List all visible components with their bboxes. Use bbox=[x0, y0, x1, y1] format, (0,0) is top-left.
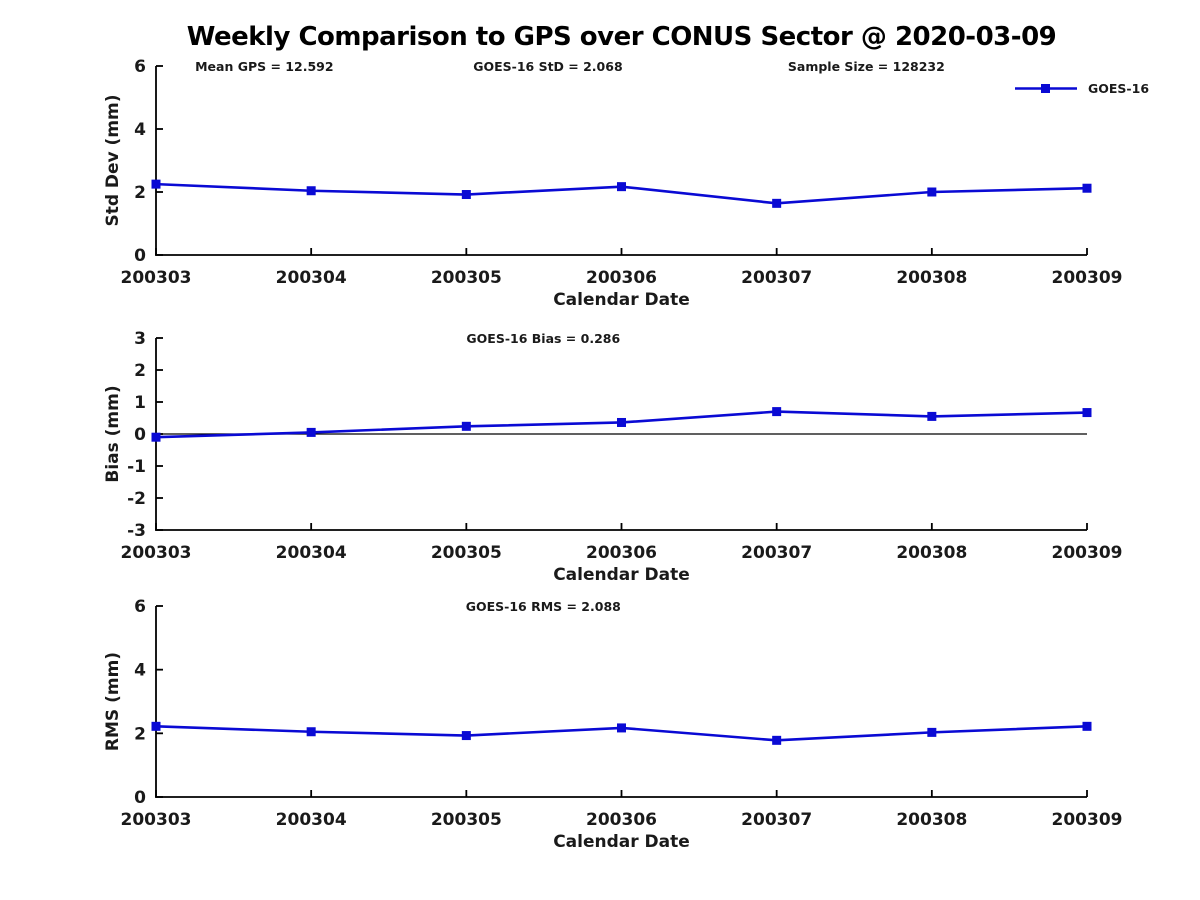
std-dev-subplot-data-marker bbox=[461, 190, 471, 200]
rms-subplot-x-tick-label: 200306 bbox=[586, 810, 657, 830]
rms-subplot-x-tick-label: 200309 bbox=[1052, 810, 1123, 830]
std-dev-subplot-data-marker bbox=[306, 186, 316, 196]
rms-subplot-x-tick-label: 200307 bbox=[741, 810, 812, 830]
rms-subplot-x-label: Calendar Date bbox=[553, 832, 690, 852]
std-dev-subplot-x-tick-label: 200307 bbox=[741, 268, 812, 288]
std-dev-subplot-y-tick-label: 2 bbox=[134, 183, 146, 203]
rms-subplot-y-label: RMS (mm) bbox=[103, 652, 123, 751]
std-dev-subplot-y-label: Std Dev (mm) bbox=[103, 94, 123, 226]
rms-subplot-x-tick-label: 200308 bbox=[896, 810, 967, 830]
bias-subplot-x-tick-label: 200304 bbox=[276, 543, 347, 563]
std-dev-subplot-x-tick-label: 200304 bbox=[276, 268, 347, 288]
rms-subplot-y-tick-label: 0 bbox=[134, 788, 146, 808]
std-dev-subplot-annotation: Mean GPS = 12.592 bbox=[195, 59, 333, 74]
chart-title: Weekly Comparison to GPS over CONUS Sect… bbox=[186, 22, 1057, 52]
std-dev-subplot-data-marker bbox=[617, 182, 626, 192]
std-dev-subplot-y-tick-label: 0 bbox=[134, 246, 146, 266]
rms-subplot-y-tick-label: 2 bbox=[134, 724, 146, 744]
bias-subplot-y-tick-label: 1 bbox=[134, 393, 146, 413]
rms-subplot-x-tick-label: 200305 bbox=[431, 810, 502, 830]
rms-subplot-x-tick-label: 200303 bbox=[121, 810, 192, 830]
bias-subplot-x-tick-label: 200309 bbox=[1052, 543, 1123, 563]
rms-subplot-data-marker bbox=[1082, 721, 1092, 731]
bias-subplot-x-tick-label: 200308 bbox=[896, 543, 967, 563]
bias-subplot-data-marker bbox=[1082, 408, 1092, 418]
std-dev-subplot-x-tick-label: 200306 bbox=[586, 268, 657, 288]
legend-label: GOES-16 bbox=[1088, 81, 1150, 96]
bias-subplot-y-tick-label: 0 bbox=[134, 425, 146, 445]
rms-subplot-data-marker bbox=[772, 735, 782, 745]
std-dev-subplot-x-tick-label: 200303 bbox=[121, 268, 192, 288]
bias-subplot-x-tick-label: 200306 bbox=[586, 543, 657, 563]
rms-subplot-annotation: GOES-16 RMS = 2.088 bbox=[466, 599, 621, 614]
bias-subplot-data-marker bbox=[617, 417, 626, 427]
std-dev-subplot-x-tick-label: 200309 bbox=[1052, 268, 1123, 288]
std-dev-subplot-data-marker bbox=[151, 179, 161, 189]
std-dev-subplot-data-marker bbox=[772, 198, 782, 208]
bias-subplot-x-tick-label: 200307 bbox=[741, 543, 812, 563]
legend: GOES-16 bbox=[1011, 80, 1149, 97]
bias-subplot-y-label: Bias (mm) bbox=[103, 385, 123, 482]
bias-subplot-x-tick-label: 200303 bbox=[121, 543, 192, 563]
bias-subplot-data-marker bbox=[927, 411, 937, 421]
rms-subplot-data-marker bbox=[306, 727, 316, 737]
rms-subplot-data-marker bbox=[151, 721, 161, 731]
rms-subplot-y-tick-label: 6 bbox=[134, 597, 146, 617]
bias-subplot-y-tick-label: -2 bbox=[127, 489, 146, 509]
std-dev-subplot-annotation: GOES-16 StD = 2.068 bbox=[473, 59, 622, 74]
bias-subplot-y-tick-label: 3 bbox=[134, 329, 146, 349]
bias-subplot-data-marker bbox=[772, 407, 782, 417]
std-dev-subplot-annotation: Sample Size = 128232 bbox=[788, 59, 945, 74]
std-dev-subplot-data-marker bbox=[927, 187, 937, 197]
rms-subplot-data-marker bbox=[617, 723, 626, 733]
bias-subplot-x-label: Calendar Date bbox=[553, 565, 690, 585]
bias-subplot-data-marker bbox=[306, 427, 316, 437]
legend-line-marker-icon bbox=[1015, 84, 1077, 93]
std-dev-subplot-x-tick-label: 200305 bbox=[431, 268, 502, 288]
bias-subplot-y-tick-label: -3 bbox=[127, 521, 146, 541]
bias-subplot-y-tick-label: 2 bbox=[134, 361, 146, 381]
std-dev-subplot-data-marker bbox=[1082, 183, 1092, 193]
rms-subplot-data-marker bbox=[927, 727, 937, 737]
bias-subplot-x-tick-label: 200305 bbox=[431, 543, 502, 563]
rms-subplot-data-marker bbox=[461, 731, 471, 741]
bias-subplot-data-marker bbox=[461, 421, 471, 431]
bias-subplot-data-marker bbox=[151, 432, 161, 442]
bias-subplot-annotation: GOES-16 Bias = 0.286 bbox=[466, 331, 620, 346]
std-dev-subplot-y-tick-label: 4 bbox=[134, 120, 146, 140]
rms-subplot-x-tick-label: 200304 bbox=[276, 810, 347, 830]
std-dev-subplot-y-tick-label: 6 bbox=[134, 57, 146, 77]
bias-subplot-y-tick-label: -1 bbox=[127, 457, 146, 477]
std-dev-subplot-x-tick-label: 200308 bbox=[896, 268, 967, 288]
rms-subplot-y-tick-label: 4 bbox=[134, 661, 146, 681]
std-dev-subplot-x-label: Calendar Date bbox=[553, 290, 690, 310]
